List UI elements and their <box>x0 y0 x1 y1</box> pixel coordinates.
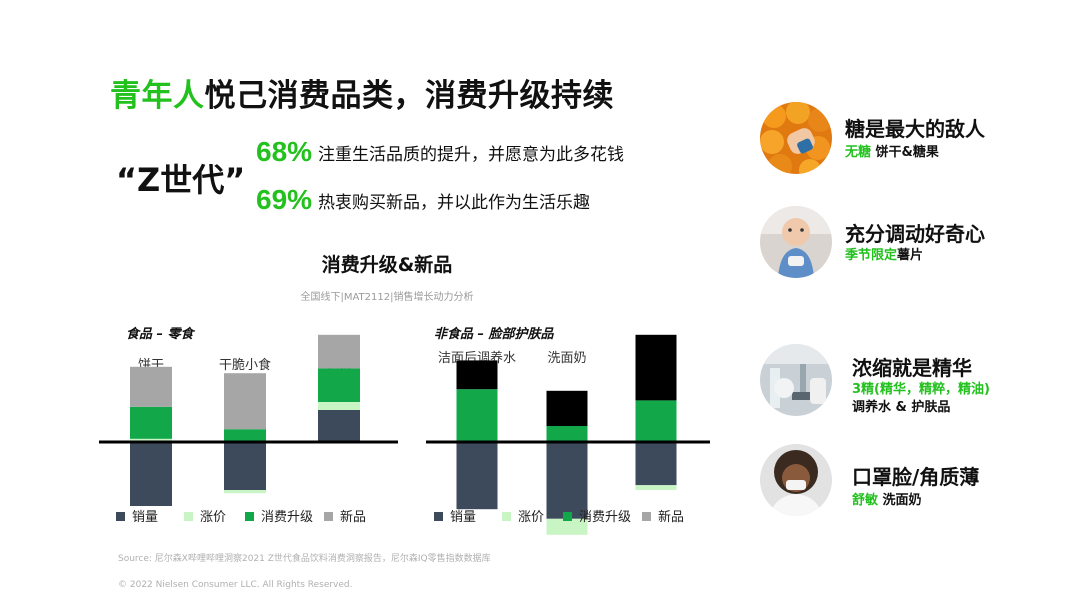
legend-swatch <box>563 512 572 521</box>
bar-segment <box>130 406 172 439</box>
bar-segment <box>635 334 677 401</box>
panel-title: 非食品 – 脸部护肤品 <box>434 326 555 342</box>
legend-swatch <box>434 512 443 521</box>
bar-segment <box>130 438 172 442</box>
insight-subtext: 无糖 饼干&糖果 <box>845 145 939 160</box>
insight-subtext: 调养水 & 护肤品 <box>852 400 951 415</box>
legend-label: 新品 <box>340 509 366 525</box>
legend-label: 销量 <box>450 510 476 525</box>
page-title: 青年人悦己消费品类，消费升级持续 <box>110 78 614 114</box>
legend-label: 涨价 <box>518 510 544 525</box>
insight-heading: 浓缩就是精华 <box>852 356 972 380</box>
legend-label: 消费升级 <box>579 510 631 525</box>
bar-segment <box>130 442 172 506</box>
legend-swatch <box>642 512 651 521</box>
bar-segment <box>318 402 360 410</box>
stat-text: 热衷购买新品，并以此作为生活乐趣 <box>318 192 591 213</box>
chart-section-title: 消费升级&新品 <box>321 254 453 276</box>
bar-segment <box>456 389 498 442</box>
copyright-note: © 2022 Nielsen Consumer LLC. All Rights … <box>118 580 353 590</box>
bar-segment <box>546 518 588 535</box>
stat-row: 69% 热衷购买新品，并以此作为生活乐趣 <box>256 184 590 216</box>
bar-segment <box>456 442 498 510</box>
charts-canvas: 食品 – 零食饼干干脆小食糖果销量涨价消费升级新品非食品 – 脸部护肤品洁面后调… <box>99 326 710 535</box>
chart-section-subtitle: 全国线下|MAT2112|销售增长动力分析 <box>300 292 474 303</box>
category-label: 洗面奶 <box>547 351 586 366</box>
legend-label: 新品 <box>658 509 684 525</box>
bar-segment <box>130 366 172 407</box>
bar-segment <box>456 360 498 390</box>
insight-subtext: 季节限定薯片 <box>845 248 924 263</box>
legend-label: 消费升级 <box>261 510 313 525</box>
bar-segment <box>224 429 266 442</box>
category-label: 干脆小食 <box>219 357 271 373</box>
bar-segment <box>546 390 588 426</box>
generation-label: “Z世代” <box>116 161 246 199</box>
bar-segment <box>635 400 677 442</box>
legend-swatch <box>324 512 333 521</box>
source-note: Source: 尼尔森X哔哩哔哩洞察2021 Z世代食品饮料消费洞察报告，尼尔森… <box>118 554 491 564</box>
stat-row: 68% 注重生活品质的提升，并愿意为此多花钱 <box>256 136 624 168</box>
insight-heading: 糖是最大的敌人 <box>845 117 985 141</box>
bar-segment <box>318 368 360 402</box>
stat-text: 注重生活品质的提升，并愿意为此多花钱 <box>318 144 625 165</box>
legend-swatch <box>116 512 125 521</box>
bar-segment <box>224 373 266 430</box>
masked-woman-photo-icon <box>760 444 832 516</box>
legend-swatch <box>245 512 254 521</box>
bar-segment <box>318 410 360 442</box>
bar-segment <box>546 426 588 442</box>
lab-photo-icon <box>760 344 832 416</box>
bar-segment <box>635 485 677 490</box>
insight-heading: 充分调动好奇心 <box>845 222 985 246</box>
panel-title: 食品 – 零食 <box>126 326 197 342</box>
insight-heading: 口罩脸/角质薄 <box>852 465 980 489</box>
stat-percent: 69% <box>256 184 313 215</box>
bar-segment <box>318 334 360 369</box>
bar-segment <box>635 442 677 486</box>
legend-swatch <box>502 512 511 521</box>
bar-segment <box>546 442 588 519</box>
bar-segment <box>224 442 266 490</box>
bar-segment <box>224 490 266 494</box>
insight-subtext: 3精(精华，精粹，精油) <box>852 382 990 397</box>
oranges-photo-icon <box>760 102 832 174</box>
legend-label: 销量 <box>132 510 158 525</box>
stat-percent: 68% <box>256 136 313 167</box>
baby-photo-icon <box>760 206 832 278</box>
legend-label: 涨价 <box>200 510 226 525</box>
insight-subtext: 舒敏 洗面奶 <box>852 493 922 508</box>
legend-swatch <box>184 512 193 521</box>
